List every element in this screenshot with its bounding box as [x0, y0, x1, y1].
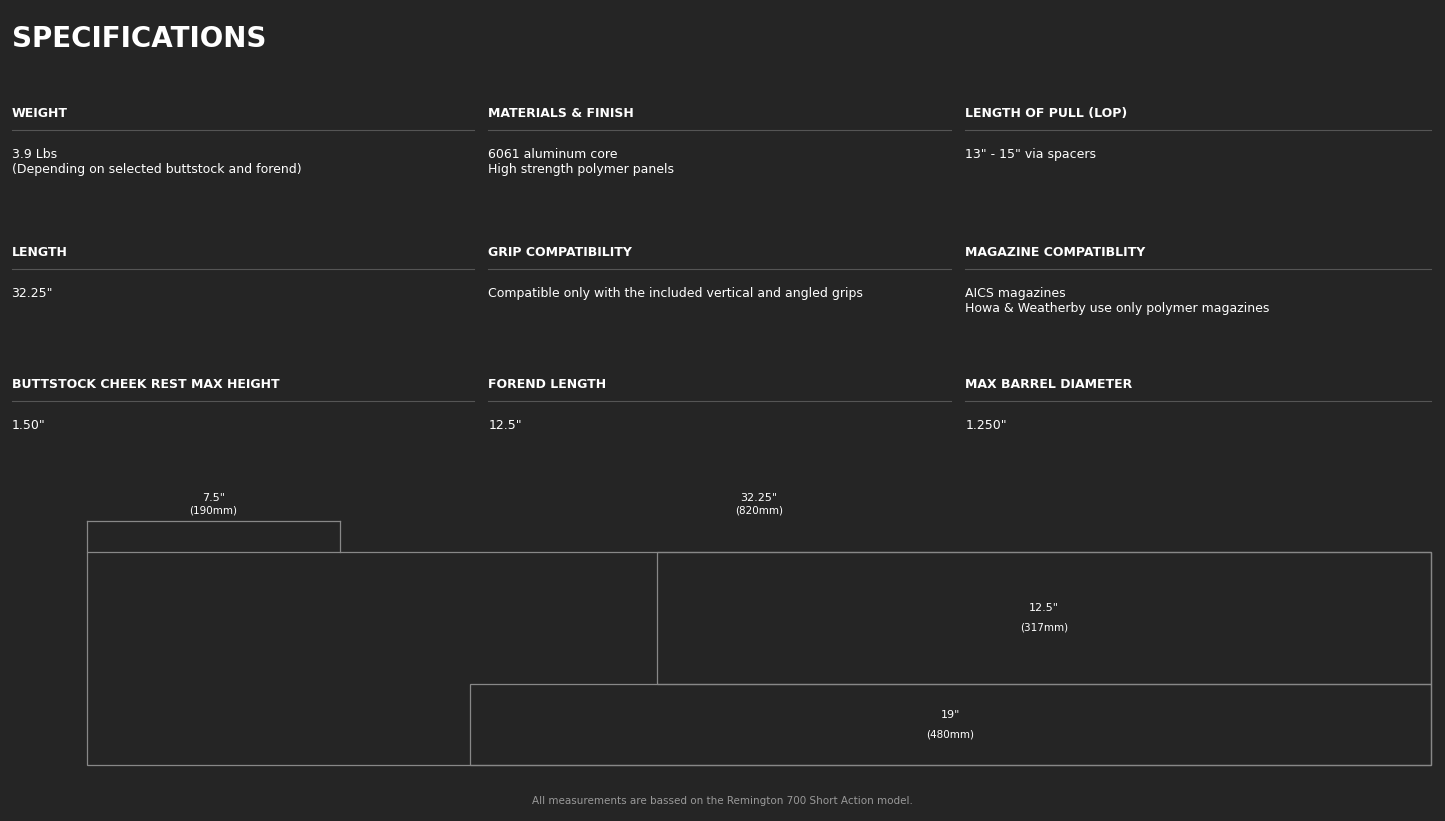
Text: BUTTSTOCK CHEEK REST MAX HEIGHT: BUTTSTOCK CHEEK REST MAX HEIGHT: [12, 378, 279, 391]
Text: SPECIFICATIONS: SPECIFICATIONS: [12, 25, 266, 53]
Text: All measurements are bassed on the Remington 700 Short Action model.: All measurements are bassed on the Remin…: [532, 796, 913, 806]
Text: 3.9 Lbs
(Depending on selected buttstock and forend): 3.9 Lbs (Depending on selected buttstock…: [12, 148, 301, 176]
Text: AICS magazines
Howa & Weatherby use only polymer magazines: AICS magazines Howa & Weatherby use only…: [965, 287, 1270, 315]
Text: MAX BARREL DIAMETER: MAX BARREL DIAMETER: [965, 378, 1133, 391]
Text: LENGTH: LENGTH: [12, 246, 68, 259]
Text: 1.250": 1.250": [965, 419, 1007, 432]
Text: 13" - 15" via spacers: 13" - 15" via spacers: [965, 148, 1097, 161]
Text: 32.25": 32.25": [740, 493, 777, 503]
Text: (317mm): (317mm): [1020, 623, 1068, 633]
Text: (480mm): (480mm): [926, 730, 974, 740]
Text: (820mm): (820mm): [734, 506, 783, 516]
Text: (190mm): (190mm): [189, 506, 237, 516]
Bar: [87, 552, 1431, 765]
Text: 6061 aluminum core
High strength polymer panels: 6061 aluminum core High strength polymer…: [488, 148, 675, 176]
Text: FOREND LENGTH: FOREND LENGTH: [488, 378, 607, 391]
Text: 19": 19": [941, 710, 959, 720]
Text: MAGAZINE COMPATIBLITY: MAGAZINE COMPATIBLITY: [965, 246, 1146, 259]
Text: MATERIALS & FINISH: MATERIALS & FINISH: [488, 107, 634, 120]
Text: 7.5": 7.5": [202, 493, 224, 503]
Text: LENGTH OF PULL (LOP): LENGTH OF PULL (LOP): [965, 107, 1127, 120]
Bar: [470, 684, 1431, 765]
Text: 1.50": 1.50": [12, 419, 45, 432]
Text: Compatible only with the included vertical and angled grips: Compatible only with the included vertic…: [488, 287, 863, 300]
Text: GRIP COMPATIBILITY: GRIP COMPATIBILITY: [488, 246, 633, 259]
Bar: [657, 552, 1431, 684]
Text: 32.25": 32.25": [12, 287, 53, 300]
Text: WEIGHT: WEIGHT: [12, 107, 68, 120]
Text: 12.5": 12.5": [488, 419, 522, 432]
Text: 12.5": 12.5": [1029, 603, 1059, 613]
